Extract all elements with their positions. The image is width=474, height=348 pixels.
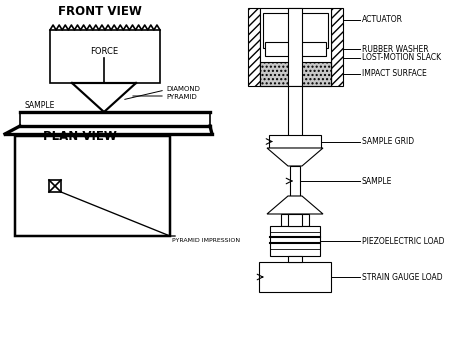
Bar bbox=[259, 262, 331, 292]
Text: FRONT VIEW: FRONT VIEW bbox=[58, 5, 142, 18]
Text: PLAN VIEW: PLAN VIEW bbox=[43, 130, 117, 143]
Bar bbox=[260, 8, 331, 86]
Bar bbox=[288, 8, 302, 86]
Bar bbox=[270, 226, 320, 256]
Text: DIAMOND
PYRAMID: DIAMOND PYRAMID bbox=[166, 86, 200, 100]
Bar bbox=[49, 180, 61, 192]
Bar bbox=[248, 8, 260, 86]
Bar bbox=[50, 30, 160, 83]
Text: PYRAMID IMPRESSION: PYRAMID IMPRESSION bbox=[172, 238, 240, 243]
Bar bbox=[269, 135, 321, 148]
Text: FORCE: FORCE bbox=[90, 47, 118, 56]
Text: SAMPLE GRID: SAMPLE GRID bbox=[362, 137, 414, 146]
Text: RUBBER WASHER: RUBBER WASHER bbox=[362, 45, 428, 54]
Bar bbox=[263, 13, 328, 48]
Bar bbox=[281, 214, 309, 226]
Text: ACTUATOR: ACTUATOR bbox=[362, 16, 403, 24]
Text: PIEZOELECTRIC LOAD: PIEZOELECTRIC LOAD bbox=[362, 237, 445, 245]
Bar bbox=[260, 62, 331, 86]
Bar bbox=[331, 8, 343, 86]
Text: SAMPLE: SAMPLE bbox=[25, 101, 55, 110]
Bar bbox=[15, 136, 170, 236]
Bar bbox=[290, 166, 300, 196]
Text: LOST-MOTION SLACK: LOST-MOTION SLACK bbox=[362, 54, 441, 63]
Bar bbox=[265, 42, 326, 56]
Text: IMPACT SURFACE: IMPACT SURFACE bbox=[362, 70, 427, 79]
Text: STRAIN GAUGE LOAD: STRAIN GAUGE LOAD bbox=[362, 272, 443, 282]
Bar bbox=[288, 256, 302, 262]
Polygon shape bbox=[267, 196, 323, 214]
Text: SAMPLE: SAMPLE bbox=[362, 176, 392, 185]
Bar bbox=[288, 86, 302, 148]
Polygon shape bbox=[267, 148, 323, 166]
Bar bbox=[288, 214, 302, 226]
